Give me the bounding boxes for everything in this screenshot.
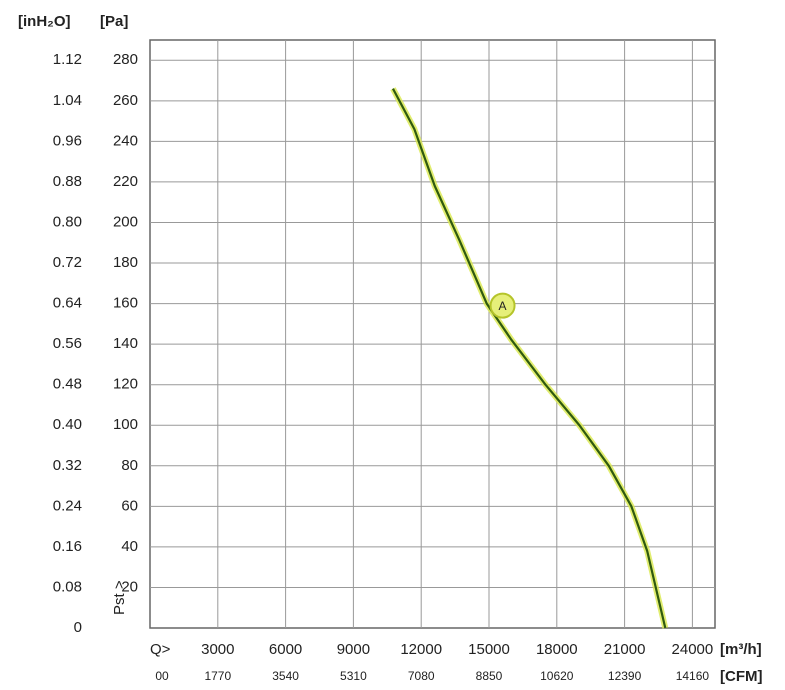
x-axis-label: [m³/h] <box>720 641 762 658</box>
x-tick-label: 24000 <box>672 641 714 658</box>
y-tick-label: 40 <box>121 538 138 555</box>
y-quantity: Pst > <box>111 580 128 615</box>
x-tick-label: 18000 <box>536 641 578 658</box>
y2-tick-label: 0.08 <box>53 578 82 595</box>
y2-tick-label: 0.56 <box>53 335 82 352</box>
y-tick-label: 260 <box>113 92 138 109</box>
y2-axis-label: [inH₂O] <box>18 13 71 30</box>
curve <box>391 88 667 629</box>
y-tick-label: 180 <box>113 254 138 271</box>
y-axis-label: [Pa] <box>100 13 128 30</box>
y-tick-label: 280 <box>113 51 138 68</box>
x2-tick-label: 3540 <box>272 669 299 683</box>
y2-tick-label: 0.16 <box>53 538 82 555</box>
y-tick-label: 140 <box>113 335 138 352</box>
x-tick-label: 9000 <box>337 641 370 658</box>
y2-tick-label: 0.64 <box>53 295 82 312</box>
y-tick-label: 20 <box>121 578 138 595</box>
x2-tick-label: 7080 <box>408 669 435 683</box>
y2-tick-label: 0.32 <box>53 457 82 474</box>
x2-tick-label: 8850 <box>476 669 503 683</box>
y2-tick-label: 0 <box>74 619 82 636</box>
x-tick-label: 15000 <box>468 641 510 658</box>
x-quantity: Q> <box>150 641 171 658</box>
y-tick-label: 220 <box>113 173 138 190</box>
x2-tick-label: 1770 <box>204 669 231 683</box>
x2-axis-label: [CFM] <box>720 668 762 685</box>
y2-tick-label: 0.96 <box>53 132 82 149</box>
annotation-label: A <box>499 299 507 313</box>
y2-tick-label: 0.72 <box>53 254 82 271</box>
x2-tick-label: 10620 <box>540 669 574 683</box>
x2-tick-label: 5310 <box>340 669 367 683</box>
y2-tick-label: 1.04 <box>53 92 82 109</box>
y-tick-label: 200 <box>113 213 138 230</box>
y-tick-label: 120 <box>113 376 138 393</box>
y2-tick-label: 0.80 <box>53 213 82 230</box>
y2-tick-label: 0.24 <box>53 497 82 514</box>
x-tick-label: 6000 <box>269 641 302 658</box>
operating-point <box>489 292 516 319</box>
x-tick-label: 3000 <box>201 641 234 658</box>
y-tick-label: 240 <box>113 132 138 149</box>
x2-tick-label: 12390 <box>608 669 642 683</box>
plot-frame <box>149 39 716 629</box>
x-tick-label: 12000 <box>400 641 442 658</box>
y2-tick-label: 0.48 <box>53 376 82 393</box>
x-tick-label: 21000 <box>604 641 646 658</box>
y-tick-label: 60 <box>121 497 138 514</box>
y-tick-label: 80 <box>121 457 138 474</box>
x2-tick-label: 00 <box>155 669 169 683</box>
y-tick-label: 160 <box>113 295 138 312</box>
y2-tick-label: 1.12 <box>53 51 82 68</box>
y2-tick-label: 0.40 <box>53 416 82 433</box>
y2-tick-label: 0.88 <box>53 173 82 190</box>
y-tick-label: 100 <box>113 416 138 433</box>
x2-tick-label: 14160 <box>676 669 710 683</box>
